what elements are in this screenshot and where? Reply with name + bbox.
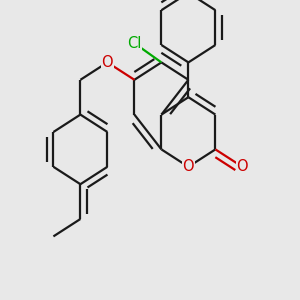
Text: Cl: Cl [127,36,142,51]
Text: O: O [102,55,113,70]
Text: O: O [237,159,248,174]
Text: O: O [183,159,194,174]
